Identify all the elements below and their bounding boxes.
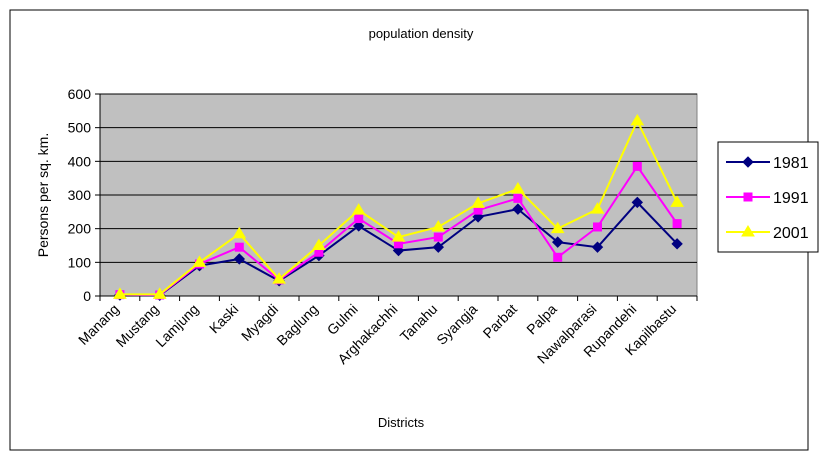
- data-point: [432, 241, 445, 253]
- y-tick-label: 500: [68, 120, 92, 136]
- y-axis: 0 100 200 300 400 500 600: [68, 86, 101, 304]
- y-tick-label: 100: [68, 254, 92, 270]
- data-point: [551, 236, 564, 248]
- data-point: [630, 113, 645, 126]
- data-point: [632, 161, 642, 171]
- data-point: [192, 255, 207, 267]
- data-point: [272, 272, 286, 284]
- legend-label: 1991: [773, 190, 809, 207]
- legend-marker: [743, 192, 753, 202]
- data-point: [631, 196, 644, 209]
- data-point: [232, 226, 247, 239]
- legend-marker: [741, 225, 755, 237]
- y-tick-label: 400: [68, 153, 92, 169]
- data-point: [234, 242, 244, 252]
- y-tick-label: 200: [68, 221, 92, 237]
- data-point: [513, 193, 523, 203]
- y-tick-label: 300: [68, 187, 92, 203]
- data-point: [113, 287, 127, 299]
- data-point: [431, 220, 446, 232]
- data-point: [590, 202, 605, 214]
- data-point: [512, 203, 524, 215]
- data-point: [352, 220, 365, 232]
- series-layer: [113, 113, 684, 302]
- legend-label: 1981: [773, 155, 809, 172]
- legend: 1981 1991 2001: [717, 141, 819, 253]
- data-point: [433, 232, 443, 242]
- y-axis-label: Persons per sq. km.: [35, 133, 51, 258]
- data-point: [391, 230, 406, 242]
- legend-label: 2001: [773, 225, 809, 242]
- data-point: [233, 253, 246, 265]
- data-point: [670, 195, 684, 207]
- data-point: [593, 222, 602, 232]
- series-2001: [113, 113, 684, 299]
- data-point: [312, 238, 326, 250]
- data-point: [672, 219, 682, 229]
- chart-title: population density: [369, 26, 474, 41]
- data-point: [553, 252, 563, 262]
- data-point: [152, 287, 167, 299]
- data-point: [671, 238, 683, 250]
- data-point: [471, 196, 485, 208]
- legend-marker: [742, 156, 754, 168]
- data-point: [511, 181, 525, 194]
- data-point: [591, 241, 604, 253]
- data-point: [354, 214, 364, 224]
- data-point: [351, 203, 366, 215]
- y-tick-label: 600: [68, 86, 92, 102]
- data-point: [550, 221, 565, 234]
- x-axis-label: Districts: [378, 415, 425, 430]
- y-tick-label: 0: [83, 288, 91, 304]
